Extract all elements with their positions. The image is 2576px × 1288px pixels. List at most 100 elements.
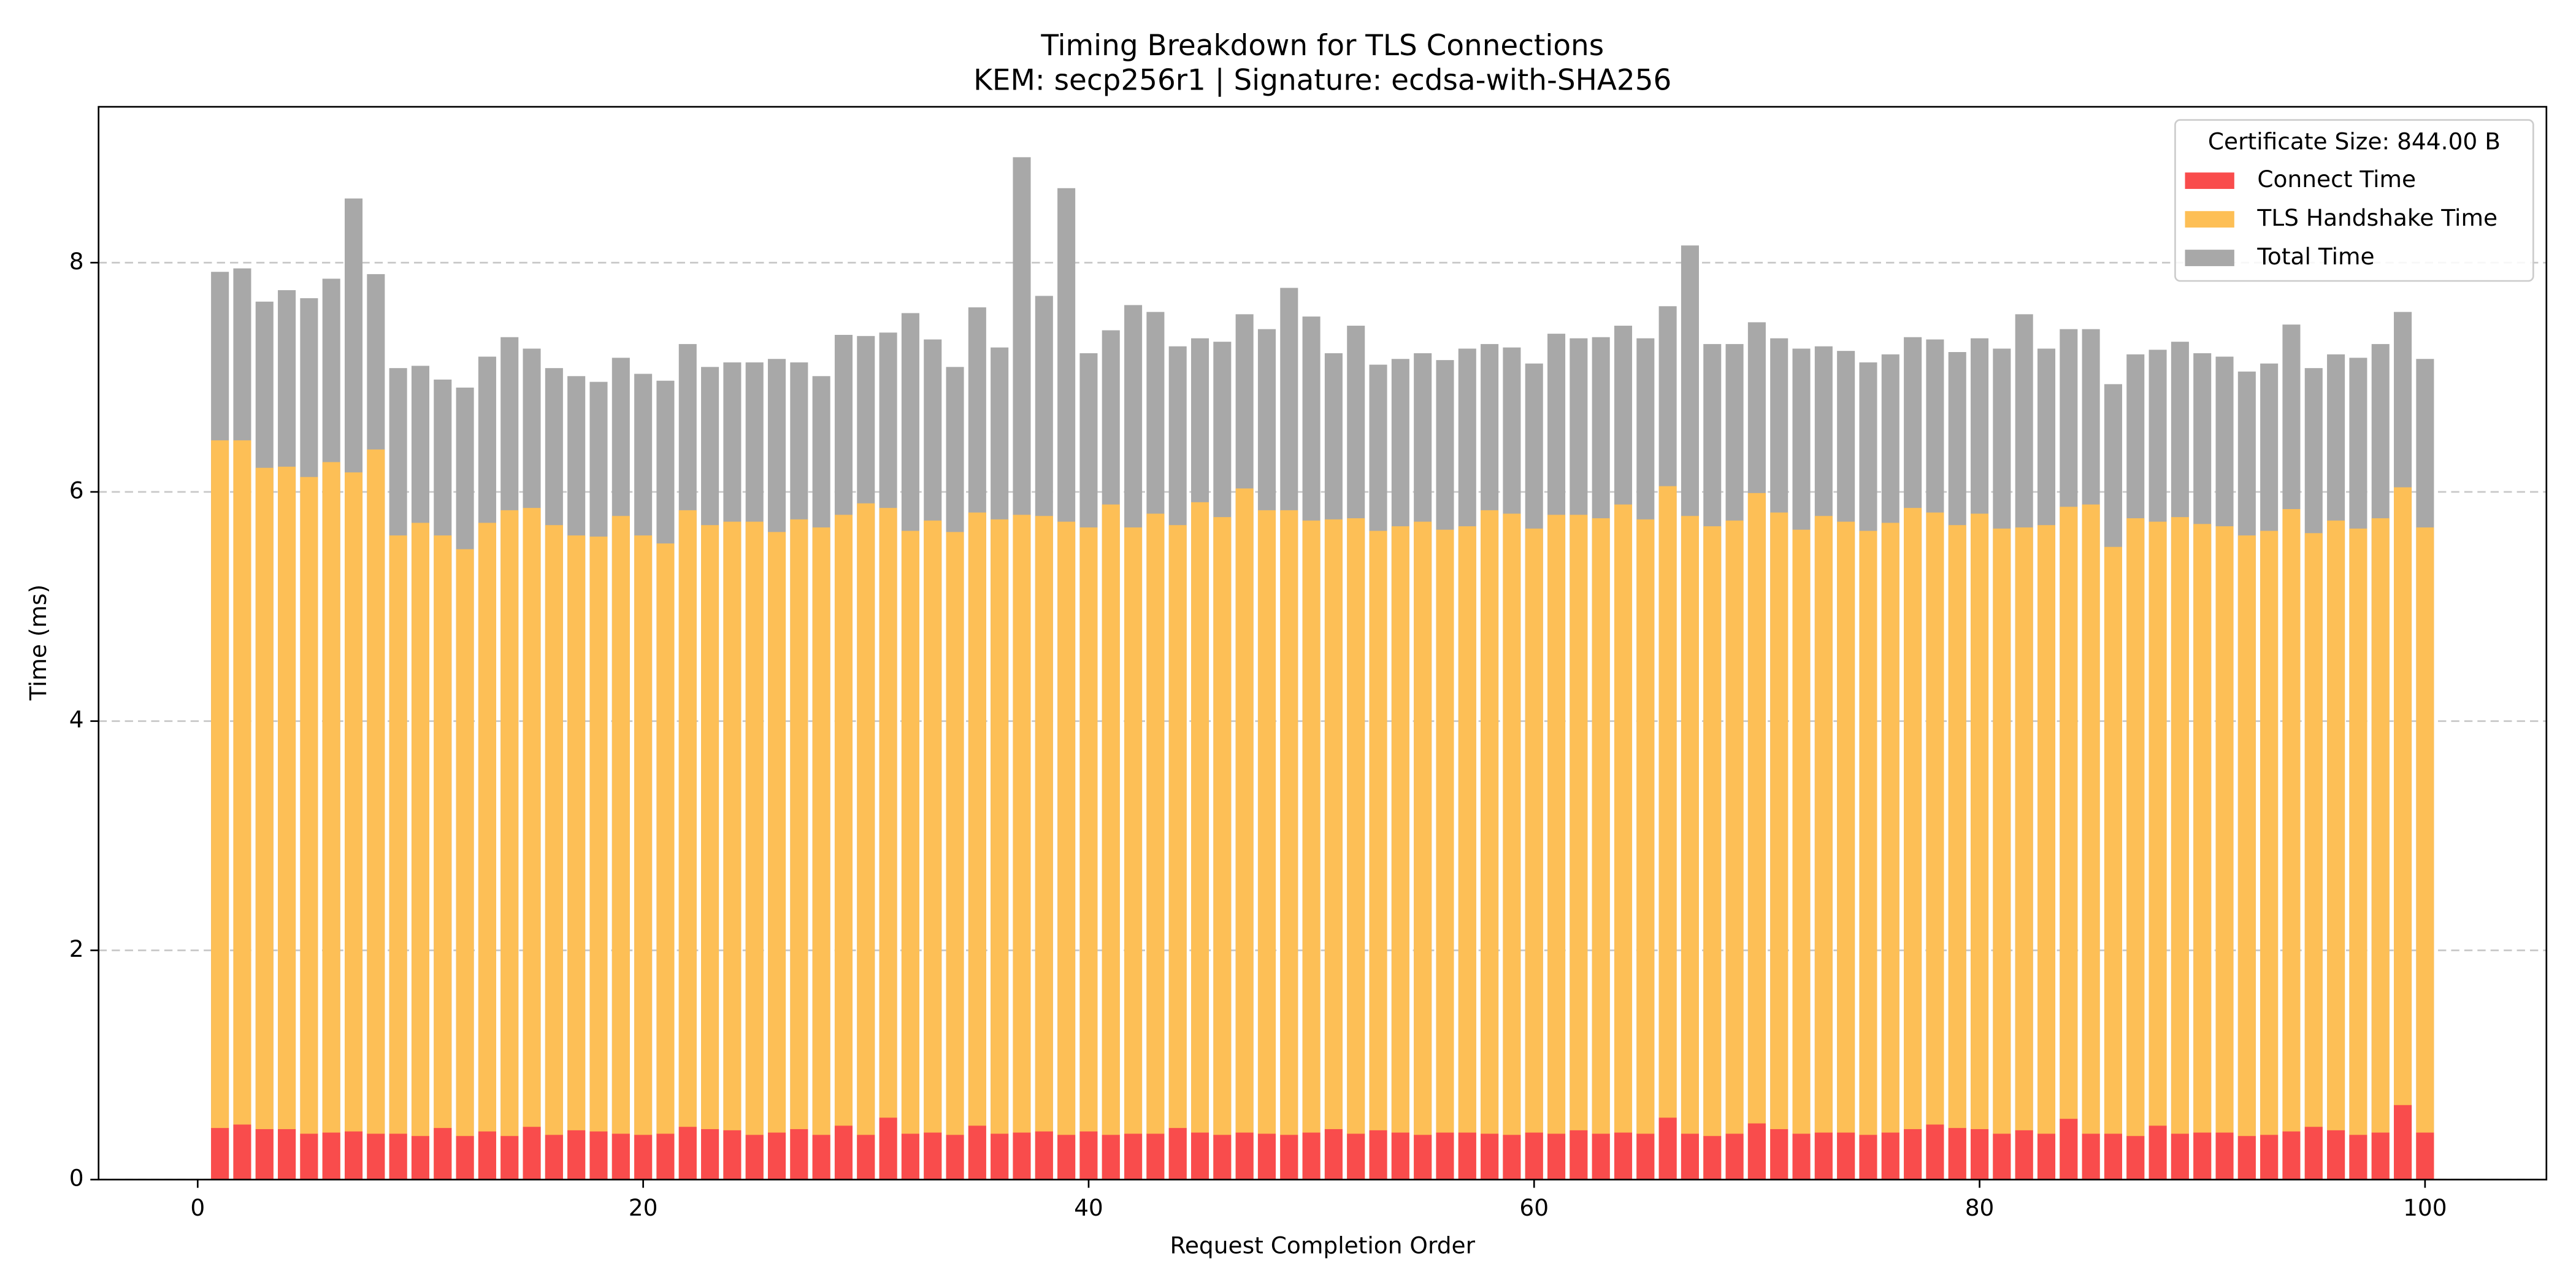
- bar: [2037, 525, 2056, 1180]
- bar: [2416, 1132, 2434, 1180]
- bar: [2237, 1136, 2256, 1180]
- bar: [2260, 1135, 2279, 1180]
- bar: [1124, 527, 1143, 1180]
- bar: [834, 515, 853, 1180]
- bar: [2304, 1127, 2323, 1180]
- bar: [2082, 1133, 2100, 1180]
- bar: [901, 1133, 919, 1180]
- bar: [545, 525, 563, 1180]
- bar: [812, 527, 830, 1180]
- bar: [857, 503, 875, 1180]
- bar: [1681, 516, 1699, 1180]
- bar: [991, 1133, 1009, 1180]
- bar: [1614, 1132, 1633, 1180]
- bar: [1168, 525, 1187, 1180]
- bar: [1347, 1133, 1365, 1180]
- bar: [1057, 1135, 1076, 1180]
- bar: [1971, 1129, 1989, 1180]
- bar: [790, 1129, 808, 1180]
- legend-swatch: [2185, 172, 2234, 190]
- bar: [745, 1135, 764, 1180]
- bar: [500, 1136, 519, 1180]
- bar: [233, 440, 251, 1180]
- bar: [2104, 546, 2122, 1180]
- bar: [2060, 507, 2078, 1180]
- bar: [456, 549, 474, 1180]
- bar: [2104, 1133, 2122, 1180]
- bar: [1904, 508, 1922, 1180]
- bar: [1302, 1132, 1321, 1180]
- bar: [2015, 1130, 2033, 1180]
- bar: [1391, 526, 1409, 1180]
- bar: [1035, 516, 1053, 1180]
- bar: [2060, 1119, 2078, 1180]
- bar: [478, 1131, 496, 1180]
- bar: [1146, 513, 1165, 1180]
- bar: [1035, 1131, 1053, 1180]
- bar: [345, 1131, 363, 1180]
- bar: [1102, 504, 1120, 1180]
- bar: [1792, 1133, 1811, 1180]
- bar: [2371, 518, 2390, 1180]
- y-tick-label: 4: [69, 706, 84, 733]
- bar: [1235, 1132, 1254, 1180]
- bar: [678, 510, 697, 1180]
- bar: [1570, 515, 1588, 1180]
- x-tick-label: 20: [629, 1194, 658, 1221]
- bar: [1658, 1117, 1677, 1180]
- bar: [611, 516, 630, 1180]
- bar: [1257, 510, 1276, 1180]
- x-tick-label: 0: [190, 1194, 205, 1221]
- bar: [879, 508, 897, 1180]
- bar: [2371, 1132, 2390, 1180]
- bar: [857, 1135, 875, 1180]
- bar: [1436, 1132, 1454, 1180]
- bar: [812, 1135, 830, 1180]
- bar: [411, 1136, 429, 1180]
- x-axis-label: Request Completion Order: [1170, 1232, 1475, 1259]
- bar: [1881, 523, 1899, 1180]
- bar: [2126, 1136, 2145, 1180]
- bar: [767, 1132, 786, 1180]
- bar: [2394, 1105, 2412, 1180]
- y-axis-label: Time (ms): [25, 585, 52, 701]
- bar: [1324, 1129, 1343, 1180]
- bar: [1235, 488, 1254, 1180]
- bar: [1324, 519, 1343, 1180]
- bar: [1971, 513, 1989, 1180]
- bar: [2037, 1133, 2056, 1180]
- bar: [1592, 1133, 1610, 1180]
- bar: [1703, 1136, 1722, 1180]
- bar: [701, 1129, 719, 1180]
- bar: [1570, 1130, 1588, 1180]
- bar: [1124, 1133, 1143, 1180]
- bar: [1481, 1133, 1499, 1180]
- bar: [2149, 1125, 2167, 1180]
- bar: [322, 462, 340, 1180]
- bar: [1302, 520, 1321, 1180]
- bar: [1792, 529, 1811, 1180]
- bar: [1993, 1133, 2011, 1180]
- bar: [278, 466, 296, 1180]
- bar: [1213, 517, 1232, 1180]
- legend-label: Total Time: [2256, 243, 2374, 270]
- bar: [434, 535, 452, 1180]
- bar: [1190, 502, 1209, 1180]
- bar: [1681, 1133, 1699, 1180]
- bar: [1948, 1128, 1966, 1180]
- bar: [2282, 1131, 2301, 1180]
- legend-swatch: [2185, 211, 2234, 228]
- bar: [1859, 1135, 1877, 1180]
- bar: [1503, 513, 1521, 1180]
- y-tick-label: 0: [69, 1165, 84, 1192]
- bar: [411, 523, 429, 1180]
- bar: [1525, 1132, 1543, 1180]
- bar: [1280, 1135, 1298, 1180]
- bar: [2304, 533, 2323, 1180]
- bar: [1168, 1128, 1187, 1180]
- bar: [1146, 1133, 1165, 1180]
- bar: [211, 440, 229, 1180]
- bar: [1837, 521, 1855, 1180]
- bar: [1547, 515, 1566, 1180]
